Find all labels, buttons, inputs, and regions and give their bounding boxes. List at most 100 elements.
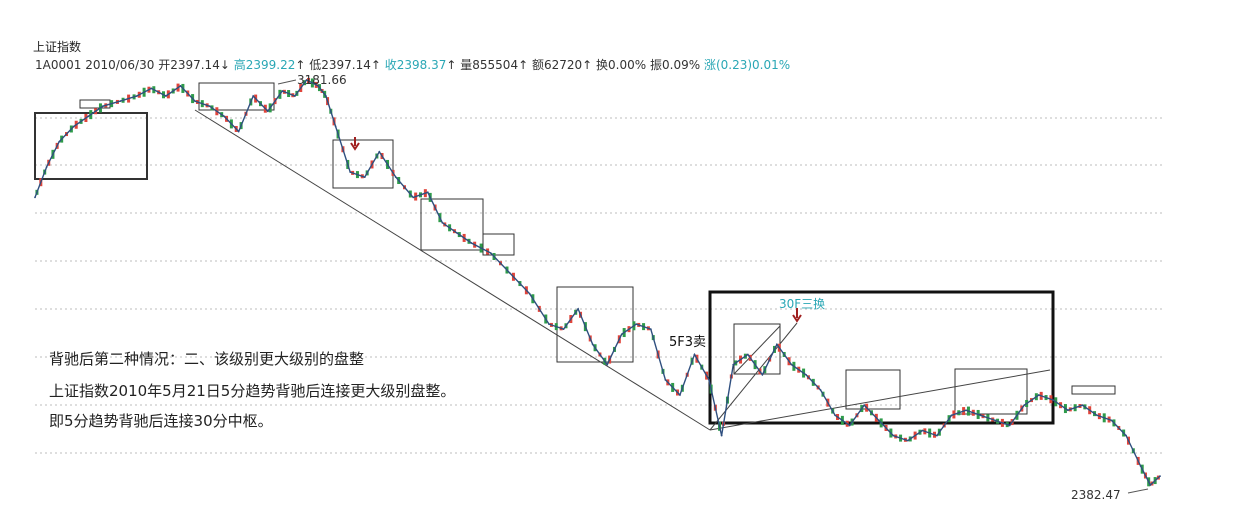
price-point: [325, 95, 327, 97]
price-point: [620, 333, 623, 336]
price-point: [378, 150, 381, 153]
price-point: [294, 95, 296, 97]
price-point: [58, 140, 61, 143]
price-point: [237, 130, 240, 133]
price-point: [1023, 404, 1026, 407]
price-point: [349, 171, 352, 173]
arrow-down-icon: ↓: [219, 58, 230, 72]
price-point: [194, 100, 196, 103]
price-point: [150, 87, 153, 90]
price-point: [877, 419, 880, 422]
price-point: [761, 373, 764, 376]
close-value: 收2398.37: [384, 58, 447, 72]
price-point: [649, 328, 652, 331]
signal-5f-sell: 5F3卖: [669, 335, 707, 350]
trendlines: [194, 109, 1051, 431]
chart-title: 上证指数: [33, 40, 82, 54]
low-value: 低2397.14: [309, 58, 371, 72]
price-point: [965, 409, 967, 412]
price-point: [208, 105, 211, 108]
price-point: [776, 343, 778, 346]
code-date: 1A0001 2010/06/30: [35, 58, 155, 72]
annotation-line-2: 上证指数2010年5月21日5分趋势背驰后连接更大级别盘整。: [49, 382, 456, 400]
pivot-box: [845, 369, 901, 410]
price-point: [455, 231, 458, 234]
price-point: [394, 176, 397, 179]
price-point: [470, 242, 473, 244]
amplitude-value: 振0.09%: [650, 58, 701, 72]
trendline: [709, 369, 1051, 431]
price-point: [892, 434, 895, 437]
price-point: [664, 378, 667, 381]
pivot-boxes: [34, 82, 1116, 425]
price-point: [635, 323, 638, 325]
price-point: [732, 363, 735, 366]
open-value: 开2397.14: [158, 58, 220, 72]
arrow-up-icon: ↑: [582, 58, 593, 72]
price-point: [266, 110, 269, 113]
pivot-box: [482, 233, 515, 256]
price-point: [305, 79, 308, 81]
price-point: [693, 353, 696, 356]
price-point: [708, 378, 710, 381]
signal-30f-third-buy: 30F三换: [779, 297, 826, 311]
trendline: [194, 109, 711, 431]
price-point: [1037, 394, 1040, 396]
trendline: [733, 325, 781, 375]
price-point: [1110, 419, 1113, 422]
pivot-box: [954, 368, 1028, 415]
price-point: [562, 328, 565, 331]
arrow-up-icon: ↑: [446, 58, 457, 72]
price-point: [936, 434, 938, 437]
price-point: [441, 221, 444, 224]
price-point: [101, 105, 104, 108]
price-point: [412, 196, 415, 199]
pivot-box: [34, 112, 148, 180]
quote-bar: 1A0001 2010/06/30 开2397.14↓ 高2399.22↑ 低2…: [35, 56, 790, 73]
price-point: [1125, 434, 1127, 437]
low-annotation: 2382.47: [1071, 488, 1121, 502]
price-point: [223, 115, 226, 118]
pivot-box: [198, 82, 275, 111]
price-point: [1066, 409, 1069, 412]
price-point: [72, 125, 75, 128]
price-point: [1139, 465, 1142, 467]
price-point: [805, 373, 807, 376]
price-point: [1052, 399, 1055, 402]
price-point: [317, 85, 320, 87]
low-leader: [1127, 488, 1149, 494]
high-leader: [277, 79, 297, 85]
price-point: [281, 90, 284, 92]
price-point: [1008, 424, 1011, 427]
pivot-box: [332, 139, 394, 189]
pivot-box: [420, 198, 484, 251]
price-point: [1159, 475, 1161, 478]
high-value: 高2399.22: [233, 58, 296, 72]
price-point: [1096, 414, 1098, 417]
price-point: [606, 363, 609, 366]
price-point: [848, 424, 851, 427]
price-point: [679, 394, 681, 396]
price-point: [252, 95, 255, 97]
amount-value: 额62720: [531, 58, 583, 72]
price-point: [489, 252, 492, 255]
price-point: [119, 100, 122, 103]
price-point: [1081, 404, 1084, 407]
turnover-value: 换0.00%: [596, 58, 647, 72]
annotation-line-1: 背驰后第二种情况：二、该级别更大级别的盘整: [49, 350, 365, 368]
arrow-up-icon: ↑: [370, 58, 381, 72]
grid-lines: [35, 117, 1165, 454]
price-point: [863, 404, 866, 407]
price-point: [426, 191, 429, 194]
price-point: [87, 115, 90, 118]
price-point: [1149, 484, 1152, 486]
trendline: [709, 322, 798, 431]
price-point: [179, 85, 182, 87]
arrow-up-icon: ↑: [295, 58, 306, 72]
pivot-box: [1071, 385, 1116, 395]
price-point: [950, 414, 953, 417]
price-point: [363, 176, 366, 179]
price-point: [34, 196, 36, 199]
